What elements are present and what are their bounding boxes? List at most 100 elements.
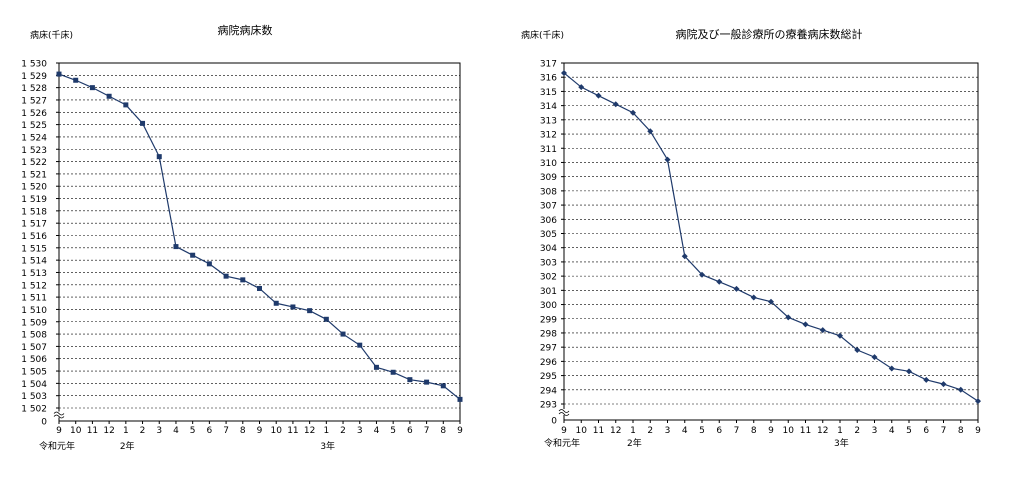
y-ticks: 317 316 315 314 313 312 311 310 309 308 307 306 305 3… (540, 60, 978, 427)
y-tick-label: 1 510 (21, 306, 47, 316)
y-tick-label: 1 508 (21, 331, 47, 341)
axis-break-mark (558, 409, 570, 416)
x-tick-label: 10 (576, 426, 588, 436)
year-label: 令和元年 (39, 440, 75, 452)
year-label: 令和元年 (544, 437, 580, 449)
x-tick-label: 10 (270, 426, 282, 436)
y-tick-label: 310 (540, 159, 557, 169)
x-tick-label: 4 (889, 426, 895, 436)
x-tick-label: 12 (610, 426, 621, 436)
y-tick-label: 1 519 (21, 195, 47, 205)
data-point (257, 285, 262, 291)
y-tick-label: 1 505 (21, 368, 47, 378)
x-tick-label: 9 (561, 426, 567, 436)
data-point (156, 154, 162, 160)
data-point (768, 298, 774, 305)
y-tick-label: 1 514 (21, 257, 47, 267)
y-tick-label: 306 (540, 216, 557, 226)
x-tick-label: 4 (173, 426, 179, 436)
x-tick-label: 10 (783, 426, 795, 436)
y-tick-label: 309 (540, 173, 557, 183)
x-tick-label: 9 (975, 426, 981, 436)
y-tick-label: 1 522 (21, 158, 47, 168)
x-tick-label: 4 (682, 426, 688, 436)
x-tick-label: 5 (699, 426, 705, 436)
y-tick-label: 1 506 (21, 355, 47, 365)
data-point (578, 84, 585, 91)
data-point (871, 354, 878, 361)
y-tick-label: 1 523 (21, 146, 47, 156)
y-tick-label: 1 518 (21, 207, 47, 217)
x-tick-label: 11 (800, 426, 811, 436)
x-tick-label: 5 (906, 426, 912, 436)
x-tick-label: 1 (837, 426, 843, 436)
data-point (561, 69, 567, 76)
x-tick-label: 6 (407, 426, 413, 436)
y-tick-label: 293 (540, 401, 557, 411)
year-label: 2年 (627, 437, 642, 449)
x-tick-label: 6 (716, 426, 722, 436)
data-point (906, 368, 912, 375)
plot-area (563, 62, 979, 421)
y-tick-label: 294 (540, 386, 557, 396)
x-tick-label: 5 (390, 426, 396, 436)
data-point (664, 156, 671, 163)
chart-title: 病院病床数 (218, 23, 273, 37)
y-tick-label: 1 512 (21, 281, 47, 291)
data-point (457, 396, 463, 402)
x-tick-label: 11 (593, 426, 604, 436)
data-point (681, 253, 688, 260)
data-point (940, 381, 947, 388)
y-tick-label: 1 509 (21, 318, 47, 328)
x-tick-label: 9 (457, 426, 463, 436)
data-point (340, 331, 346, 337)
data-point (837, 332, 843, 339)
x-tick-label: 9 (257, 426, 263, 436)
y-tick-label: 317 (540, 60, 557, 70)
y-tick-label: 298 (540, 329, 557, 339)
chart-long-term-care-beds: 病院及び一般診療所の療養病床数総計病床(千床)31731631531431331… (521, 27, 981, 449)
y-tick-label: 1 530 (21, 60, 47, 70)
y-tick-label: 1 527 (21, 96, 47, 106)
y-tick-label: 1 507 (21, 343, 47, 353)
data-point (173, 244, 179, 250)
data-point (750, 294, 757, 301)
y-tick-label: 1 502 (21, 405, 47, 415)
chart-title: 病院及び一般診療所の療養病床数総計 (676, 27, 863, 41)
data-point (206, 261, 212, 267)
x-tick-label: 1 (323, 426, 329, 436)
year-label: 2年 (120, 440, 135, 452)
y-tick-label: 296 (540, 358, 557, 368)
x-tick-label: 9 (56, 426, 62, 436)
y-tick-label: 1 517 (21, 220, 47, 230)
x-tick-label: 8 (240, 426, 246, 436)
data-point (56, 71, 62, 77)
data-point (106, 93, 112, 99)
y-axis-label: 病床(千床) (521, 29, 564, 41)
axis-break-mark (53, 411, 65, 419)
y-tick-label: 313 (540, 116, 557, 126)
y-tick-label: 1 511 (21, 294, 47, 304)
y-tick-label: 1 520 (21, 183, 47, 193)
x-tick-label: 12 (817, 426, 828, 436)
data-point (373, 364, 379, 370)
data-point (699, 271, 705, 278)
x-tick-label: 3 (156, 426, 162, 436)
x-tick-label: 3 (665, 426, 671, 436)
x-tick-label: 2 (647, 426, 653, 436)
x-tick-label: 11 (87, 426, 98, 436)
data-point (223, 273, 229, 279)
y-tick-label: 1 503 (21, 392, 47, 402)
x-tick-label: 9 (768, 426, 774, 436)
y-tick-label: 1 516 (21, 232, 47, 242)
y-tick-label: 308 (540, 187, 557, 197)
data-point (595, 92, 602, 99)
x-tick-label: 8 (751, 426, 757, 436)
y-ticks: 1 530 1 529 1 528 1 527 1 526 1 525 1 524 1 523… (21, 60, 460, 428)
y-axis-label: 病床(千床) (30, 29, 73, 41)
y-tick-label: 303 (540, 258, 557, 268)
y-tick-label: 1 504 (21, 380, 47, 390)
